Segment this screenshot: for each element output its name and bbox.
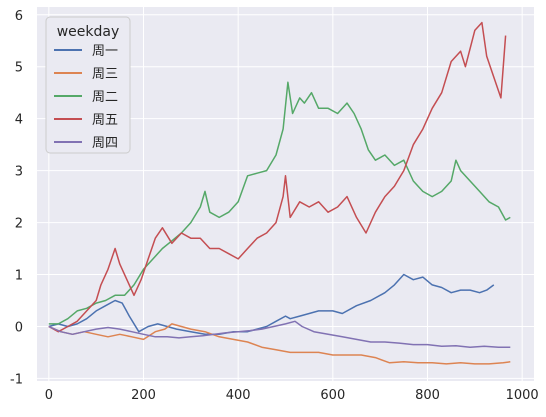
legend-label: 周三 [92,67,118,82]
y-tick-label: 0 [15,320,23,335]
x-tick-label: 200 [131,388,156,403]
series-line [48,81,511,325]
x-axis-ticks: 0 200 400 600 800 1000 [45,388,539,403]
legend-label: 周五 [92,113,118,128]
series-line [48,273,495,336]
legend-label: 周四 [92,136,118,151]
x-tick-label: 400 [226,388,251,403]
legend-label: 周二 [92,90,118,105]
series-line [48,21,507,333]
legend-label: 周一 [92,44,118,59]
y-tick-label: 5 [15,61,23,76]
x-tick-label: 1000 [506,388,539,403]
y-tick-label: 1 [15,269,23,284]
series-lines [48,21,511,365]
y-tick-label: 2 [15,217,23,232]
y-tick-label: 4 [15,113,23,128]
series-line [48,323,511,365]
series-line [48,320,511,348]
x-tick-label: 800 [415,388,440,403]
x-tick-label: 0 [45,388,53,403]
legend-title: weekday [57,24,120,40]
y-tick-label: 6 [15,9,23,24]
y-axis-ticks: -1 0 1 2 3 4 5 6 [10,9,23,388]
y-tick-label: 3 [15,165,23,180]
grid [37,7,534,381]
x-tick-label: 600 [320,388,345,403]
y-tick-label: -1 [10,372,23,387]
